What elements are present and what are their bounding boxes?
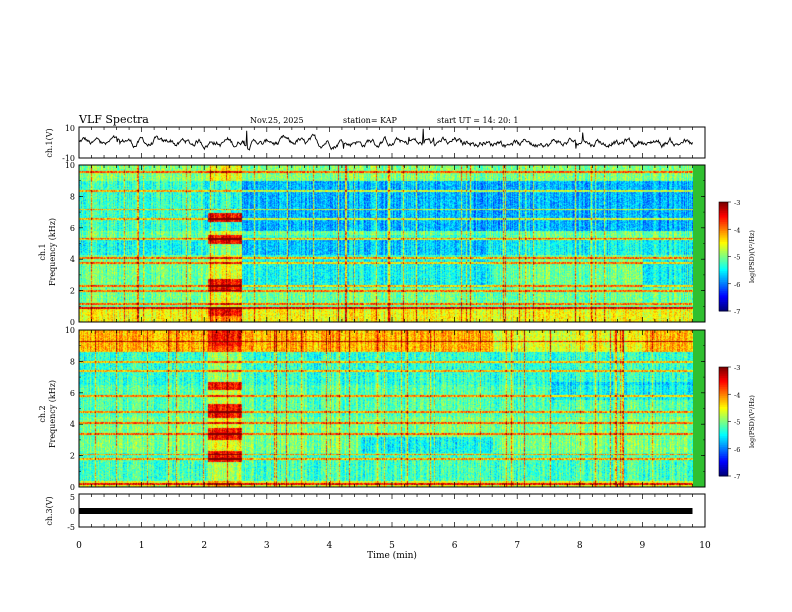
ch2-spec-ylabel-2: Frequency (kHz): [48, 380, 57, 448]
ch2-spec-ylabel-1: ch.2: [38, 405, 47, 422]
colorbar-tick-label: -5: [734, 254, 740, 262]
colorbar-tick-label: -4: [734, 391, 740, 399]
spec-ytick-label: 0: [70, 483, 75, 492]
x-tick-label: 6: [452, 541, 458, 551]
x-tick-label: 9: [640, 541, 646, 551]
colorbar-tick-label: -3: [734, 364, 740, 372]
colorbar-tick-label: -5: [734, 419, 740, 427]
ch1-waveform-panel: 10 -10 ch.1(V): [45, 124, 706, 163]
x-axis-label: Time (min): [367, 550, 417, 561]
ch1-spec-ylabel-1: ch.1: [38, 243, 47, 260]
ch1-ytick-bottom: -10: [62, 154, 75, 163]
x-tick-label: 8: [577, 541, 583, 551]
chart-title: VLF Spectra: [78, 113, 149, 126]
station-label: station= KAP: [343, 116, 398, 125]
colorbar-label: log(PSD)(V²/Hz): [748, 395, 756, 448]
ch1-spectrogram-panel: 0 2 4 6 8 10 ch.1 Frequency (kHz): [38, 161, 706, 327]
colorbar-label: log(PSD)(V²/Hz): [748, 230, 756, 283]
x-tick-label: 2: [201, 541, 207, 551]
ch2-spectrogram-panel: 0 2 4 6 8 10 ch.2 Frequency (kHz): [38, 326, 706, 492]
spec-ytick-label: 2: [70, 287, 75, 296]
x-axis-ticks: [78, 127, 706, 527]
x-tick-label: 3: [264, 541, 270, 551]
ch1-colorbar: -3 -4 -5 -6 -7 log(PSD)(V²/Hz): [718, 199, 756, 316]
spec-ytick-label: 10: [65, 161, 75, 170]
spec-ytick-label: 8: [70, 192, 75, 201]
ch3-ytick-mid: 0: [70, 507, 75, 516]
ch3-ytick-top: 5: [70, 493, 75, 502]
spec-ytick-label: 8: [70, 357, 75, 366]
start-time-label: start UT = 14: 20: 1: [437, 116, 518, 125]
spec-ytick-label: 4: [70, 420, 75, 429]
x-tick-label: 7: [514, 541, 520, 551]
spec-ytick-label: 10: [65, 326, 75, 335]
ch1-spectrogram-canvas: [79, 165, 693, 322]
ch3-ylabel: ch.3(V): [45, 496, 54, 525]
x-axis-tick-labels: 0 1 2 3 4 5 6 7 8 9 10: [76, 541, 711, 551]
x-tick-label: 1: [139, 541, 145, 551]
spec-ytick-label: 4: [70, 255, 75, 264]
ch1-waveform-line: [78, 128, 693, 151]
spec-ytick-label: 6: [70, 389, 75, 398]
x-tick-label: 4: [327, 541, 333, 551]
ch1-ylabel: ch.1(V): [45, 128, 54, 157]
ch3-ytick-bottom: -5: [67, 523, 75, 532]
ch1-ytick-top: 10: [65, 124, 75, 133]
x-tick-label: 5: [389, 541, 395, 551]
spec-ytick-label: 0: [70, 318, 75, 327]
date-label: Nov.25, 2025: [250, 116, 304, 125]
x-tick-label: 0: [76, 541, 82, 551]
ch3-signal-line: [79, 508, 693, 514]
colorbar-tick-label: -3: [734, 199, 740, 207]
colorbar-tick-label: -6: [734, 281, 740, 289]
colorbar-tick-label: -7: [734, 473, 740, 481]
ch1-spec-ylabel-2: Frequency (kHz): [48, 218, 57, 286]
colorbar-tick-label: -6: [734, 446, 740, 454]
colorbar-tick-label: -7: [734, 308, 740, 316]
colorbar-tick-label: -4: [734, 226, 740, 234]
x-tick-label: 10: [699, 541, 711, 551]
ch2-colorbar: -3 -4 -5 -6 -7 log(PSD)(V²/Hz): [718, 364, 756, 481]
ch3-signal-panel: 5 0 -5 ch.3(V): [45, 493, 706, 532]
ch2-spectrogram-canvas: [79, 330, 693, 487]
spec-ytick-label: 6: [70, 224, 75, 233]
spec-ytick-label: 2: [70, 452, 75, 461]
